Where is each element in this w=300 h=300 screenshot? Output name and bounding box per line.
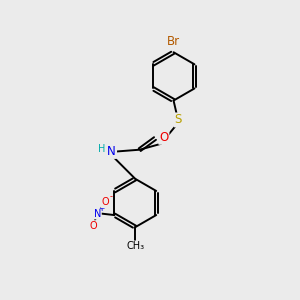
Text: O: O	[89, 221, 97, 231]
Text: CH₃: CH₃	[126, 241, 144, 251]
Text: -: -	[109, 193, 112, 202]
Text: O: O	[102, 197, 109, 207]
Text: O: O	[159, 131, 169, 144]
Text: N: N	[107, 145, 116, 158]
Text: N: N	[94, 208, 101, 219]
Text: Br: Br	[167, 35, 180, 48]
Text: H: H	[98, 144, 106, 154]
Text: S: S	[175, 113, 182, 127]
Text: +: +	[98, 204, 105, 213]
